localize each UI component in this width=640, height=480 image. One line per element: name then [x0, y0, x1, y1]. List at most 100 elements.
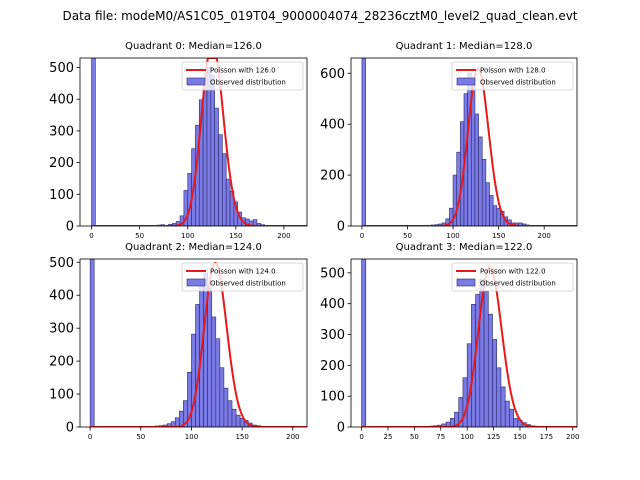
legend-box	[451, 61, 574, 91]
x-tick-label: 125	[487, 433, 500, 441]
legend-label-observed: Observed distribution	[480, 79, 556, 87]
histogram-bar	[89, 259, 95, 427]
histogram-bar	[475, 294, 481, 427]
y-tick-label: 0	[66, 421, 74, 436]
histogram-bar	[492, 205, 498, 226]
histogram-bar	[211, 316, 217, 427]
x-tick-label: 100	[446, 232, 459, 240]
histogram-bar	[470, 83, 476, 226]
histogram-bar	[487, 313, 493, 427]
histogram-bar	[509, 408, 514, 427]
y-tick-label: 500	[49, 61, 74, 76]
y-tick-label: 400	[320, 297, 345, 312]
poisson-fit-line	[90, 261, 307, 427]
x-tick-label: 75	[436, 433, 445, 441]
plot-area	[361, 58, 577, 226]
histogram-bar	[513, 418, 519, 427]
histogram-bar	[496, 367, 502, 427]
x-tick-label: 50	[135, 232, 144, 240]
y-tick-label: 200	[320, 359, 345, 374]
plot-area	[91, 58, 307, 226]
histogram-bar	[492, 339, 498, 427]
legend: Poisson with 128.0 Observed distribution	[451, 61, 574, 91]
histogram-bar	[481, 159, 487, 226]
histogram-bar	[489, 195, 494, 226]
histogram-bar	[207, 288, 213, 427]
histogram-bar	[222, 153, 227, 226]
poisson-fit-line	[361, 67, 577, 226]
y-tick-label: 200	[49, 156, 74, 171]
y-tick-label: 200	[320, 169, 345, 184]
subplot-title: Quadrant 0: Median=126.0	[125, 41, 262, 52]
x-tick-label: 25	[384, 433, 393, 441]
x-tick-label: 0	[88, 433, 92, 441]
subplot-title: Quadrant 1: Median=128.0	[396, 41, 533, 52]
x-tick-label: 100	[460, 433, 473, 441]
y-tick-label: 300	[320, 328, 345, 343]
legend-box	[181, 61, 304, 91]
legend-label-poisson: Poisson with 128.0	[480, 67, 546, 75]
y-tick-label: 0	[337, 220, 345, 235]
x-tick-label: 0	[360, 232, 364, 240]
y-tick-label: 100	[320, 390, 345, 405]
histogram-bar	[231, 408, 237, 427]
histogram-bar	[361, 58, 366, 226]
x-tick-label: 50	[136, 433, 145, 441]
histogram-bar	[227, 400, 233, 427]
y-tick-label: 0	[66, 220, 74, 235]
legend-label-poisson: Poisson with 126.0	[210, 67, 276, 75]
histogram-bar	[456, 151, 461, 226]
axes-frame	[350, 57, 578, 227]
poisson-fit-line	[91, 58, 307, 226]
subplot-quadrant-3: 0 25 50 75 100 125 150 175 200 0 100 200 300 400 500 Qu…	[320, 242, 579, 441]
legend-label-observed: Observed distribution	[210, 280, 286, 288]
x-tick-label: 175	[540, 433, 553, 441]
x-tick-label: 150	[229, 232, 242, 240]
x-tick-label: 0	[359, 433, 363, 441]
histogram-bar	[504, 400, 510, 427]
histogram-bar	[218, 134, 223, 226]
histogram-bar	[361, 259, 367, 427]
histogram-bar	[206, 67, 212, 226]
histogram-bar	[474, 113, 479, 226]
y-tick-label: 400	[49, 289, 74, 304]
legend-bar-swatch	[456, 278, 476, 287]
histogram-bar	[91, 58, 96, 226]
y-tick-label: 500	[320, 266, 345, 281]
histogram-bar	[215, 338, 221, 427]
legend-label-poisson: Poisson with 124.0	[210, 268, 276, 276]
histogram-bar	[483, 291, 489, 427]
axes-frame	[350, 258, 578, 428]
legend-bar-swatch	[186, 77, 206, 86]
x-tick-label: 100	[185, 433, 198, 441]
legend-label-observed: Observed distribution	[210, 79, 286, 87]
x-tick-label: 150	[492, 232, 505, 240]
legend: Poisson with 122.0 Observed distribution	[451, 262, 574, 292]
subplot-title: Quadrant 3: Median=122.0	[396, 242, 533, 253]
y-tick-label: 200	[49, 355, 74, 370]
y-tick-label: 300	[49, 124, 74, 139]
histogram-bar	[223, 387, 229, 427]
plot-area	[89, 259, 307, 427]
histogram-bar	[467, 72, 472, 226]
subplot-quadrant-1: 0 50 100 150 200 0 200 400 600 Quadrant 1: Median…	[320, 41, 578, 240]
legend-label-observed: Observed distribution	[480, 280, 556, 288]
histogram-bar	[478, 136, 483, 226]
subplot-quadrant-2: 0 50 100 150 200 0 100 200 300 400 500 Quadrant 2: …	[49, 242, 308, 441]
figure-suptitle: Data file: modeM0/AS1C05_019T04_90000040…	[62, 9, 577, 23]
x-tick-label: 200	[277, 232, 290, 240]
y-tick-label: 100	[49, 388, 74, 403]
x-tick-label: 100	[181, 232, 194, 240]
histogram-bar	[219, 367, 225, 427]
subplot-title: Quadrant 2: Median=124.0	[125, 242, 262, 253]
y-tick-label: 0	[337, 421, 345, 436]
y-tick-label: 300	[49, 322, 74, 337]
histogram-bar	[202, 89, 208, 226]
legend: Poisson with 124.0 Observed distribution	[181, 262, 304, 292]
x-tick-label: 50	[410, 433, 419, 441]
x-tick-label: 200	[286, 433, 299, 441]
legend-box	[451, 262, 574, 292]
axes-frame	[79, 57, 308, 227]
x-tick-label: 150	[513, 433, 526, 441]
